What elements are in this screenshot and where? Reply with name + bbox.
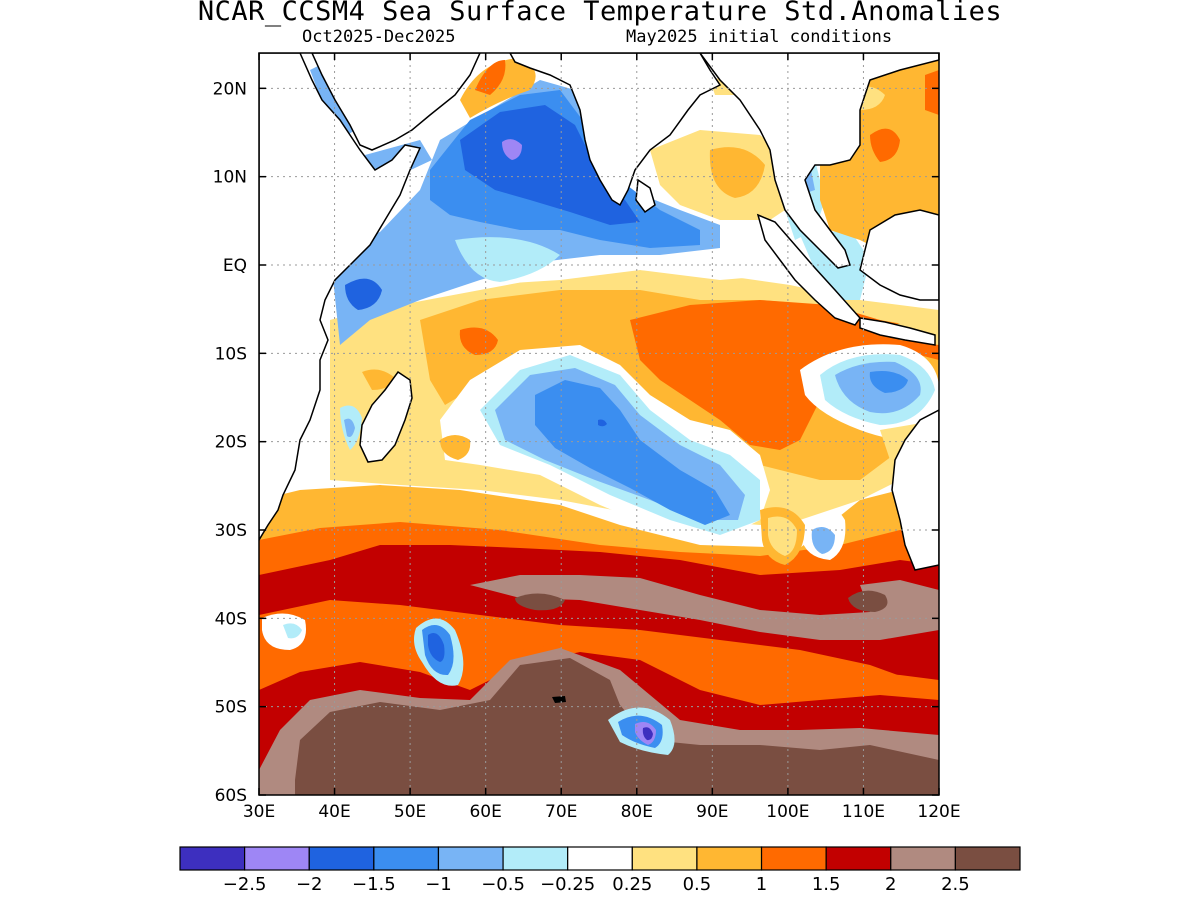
india-landmass [509, 53, 722, 207]
anomaly-region-north-3 [455, 237, 560, 282]
anomaly-region-mid-7 [869, 371, 908, 393]
sri-lanka-landmass [635, 178, 656, 214]
lat-tick-label: 50S [215, 698, 247, 718]
colorbar-swatch [567, 846, 633, 871]
colorbar-label: −2.5 [223, 874, 267, 895]
map-frame [258, 52, 940, 796]
colorbar-label: 1 [756, 874, 767, 895]
colorbar-swatch [244, 846, 310, 871]
colorbar-labels: −2.5 −2 −1.5 −1 −0.5 −0.25 0.25 0.5 1 1.5 2 2.5 [223, 874, 970, 895]
lon-tick-label: 70E [545, 802, 577, 822]
colorbar-label: 2 [885, 874, 896, 895]
lat-tick-label: 30S [215, 521, 247, 541]
colorbar-swatch [373, 846, 440, 871]
colorbar-swatch [890, 846, 956, 871]
java-landmass [859, 317, 936, 346]
anomaly-field [259, 53, 939, 795]
colorbar-swatch [308, 846, 375, 871]
lon-tick-label: 110E [842, 802, 885, 822]
anomaly-region-south-3 [259, 545, 939, 690]
colorbar-label: 1.5 [812, 874, 841, 895]
latitude-labels: 20N 10N EQ 10S 20S 30S 40S 50S 60S [213, 79, 247, 806]
anomaly-region-north-6 [502, 139, 522, 160]
forecast-period: Oct2025-Dec2025 [302, 27, 456, 47]
anomaly-region-mid-15 [362, 369, 395, 390]
colorbar-label: 0.5 [683, 874, 712, 895]
colorbar-swatch [179, 846, 246, 871]
anomaly-region-bay-11 [925, 70, 939, 115]
colorbar-swatch [437, 846, 504, 871]
lon-tick-label: 50E [394, 802, 426, 822]
anomaly-region-south-21 [811, 526, 835, 554]
anomaly-region-mid-17 [344, 418, 355, 437]
lat-tick-label: 20N [213, 79, 247, 99]
colorbar-label: −1 [425, 874, 452, 895]
sumatra-landmass [756, 213, 861, 326]
anomaly-region-bay-1 [460, 58, 536, 118]
initial-conditions: May2025 initial conditions [626, 27, 893, 47]
anomaly-region-north-7 [345, 278, 382, 310]
lon-tick-label: 60E [469, 802, 501, 822]
map-title: NCAR_CCSM4 Sea Surface Temperature Std.A… [197, 0, 1003, 27]
grid-lines [259, 53, 939, 795]
colorbar [179, 846, 1021, 871]
lon-tick-label: 100E [766, 802, 809, 822]
colorbar-label: −2 [296, 874, 323, 895]
colorbar-swatch [631, 846, 698, 871]
lon-tick-label: 80E [621, 802, 653, 822]
colorbar-swatch [696, 846, 763, 871]
lat-tick-label: 10S [215, 344, 247, 364]
colorbar-label: −1.5 [352, 874, 396, 895]
longitude-labels: 30E 40E 50E 60E 70E 80E 90E 100E 110E 120E [243, 802, 961, 822]
lat-tick-label: 20S [215, 433, 247, 453]
anomaly-region-mid-19 [768, 516, 797, 556]
colorbar-label: 0.25 [612, 874, 652, 895]
anomaly-region-north-5 [460, 105, 640, 225]
anomaly-region-mid-8 [459, 327, 498, 355]
colorbar-swatch [825, 846, 892, 871]
anomaly-region-south-9 [515, 593, 565, 611]
anomaly-region-south-19 [283, 623, 302, 639]
lat-tick-label: 10N [213, 168, 247, 188]
colorbar-swatch [760, 846, 827, 871]
colorbar-label: −0.25 [540, 874, 595, 895]
anomaly-region-south-13 [428, 632, 445, 662]
madagascar-landmass [359, 370, 413, 463]
lon-tick-label: 30E [243, 802, 275, 822]
lat-tick-label: 60S [215, 786, 247, 806]
colorbar-swatch [954, 846, 1021, 871]
lat-tick-label: EQ [223, 256, 247, 276]
anomaly-region-south-17 [642, 727, 653, 741]
lon-tick-label: 90E [696, 802, 728, 822]
kerguelen-island [552, 696, 566, 703]
anomaly-region-mid-13 [598, 419, 607, 427]
lon-tick-label: 120E [917, 802, 960, 822]
anomaly-region-mid-14 [440, 435, 471, 460]
anomaly-region-bay-2 [475, 60, 506, 95]
anomaly-region-bay-4 [709, 147, 765, 198]
lat-tick-label: 40S [215, 609, 247, 629]
anomaly-region-bay-10 [870, 128, 900, 162]
colorbar-label: 2.5 [941, 874, 970, 895]
arabia-landmass [311, 53, 481, 151]
anomaly-region-south-8 [470, 575, 939, 640]
axis-ticks [258, 53, 940, 796]
anomaly-region-mid-12 [535, 380, 730, 525]
southeast-asia-landmass [699, 53, 939, 269]
anomaly-region-south-10 [848, 590, 888, 612]
anomaly-region-south-18 [262, 613, 306, 650]
anomaly-region-north-8 [310, 60, 355, 140]
colorbar-label: −0.5 [481, 874, 525, 895]
lon-tick-label: 40E [318, 802, 350, 822]
anomaly-region-mid-3 [630, 300, 939, 450]
australia-landmass [891, 409, 939, 571]
colorbar-swatch [502, 846, 569, 871]
borneo-landmass [859, 209, 939, 301]
